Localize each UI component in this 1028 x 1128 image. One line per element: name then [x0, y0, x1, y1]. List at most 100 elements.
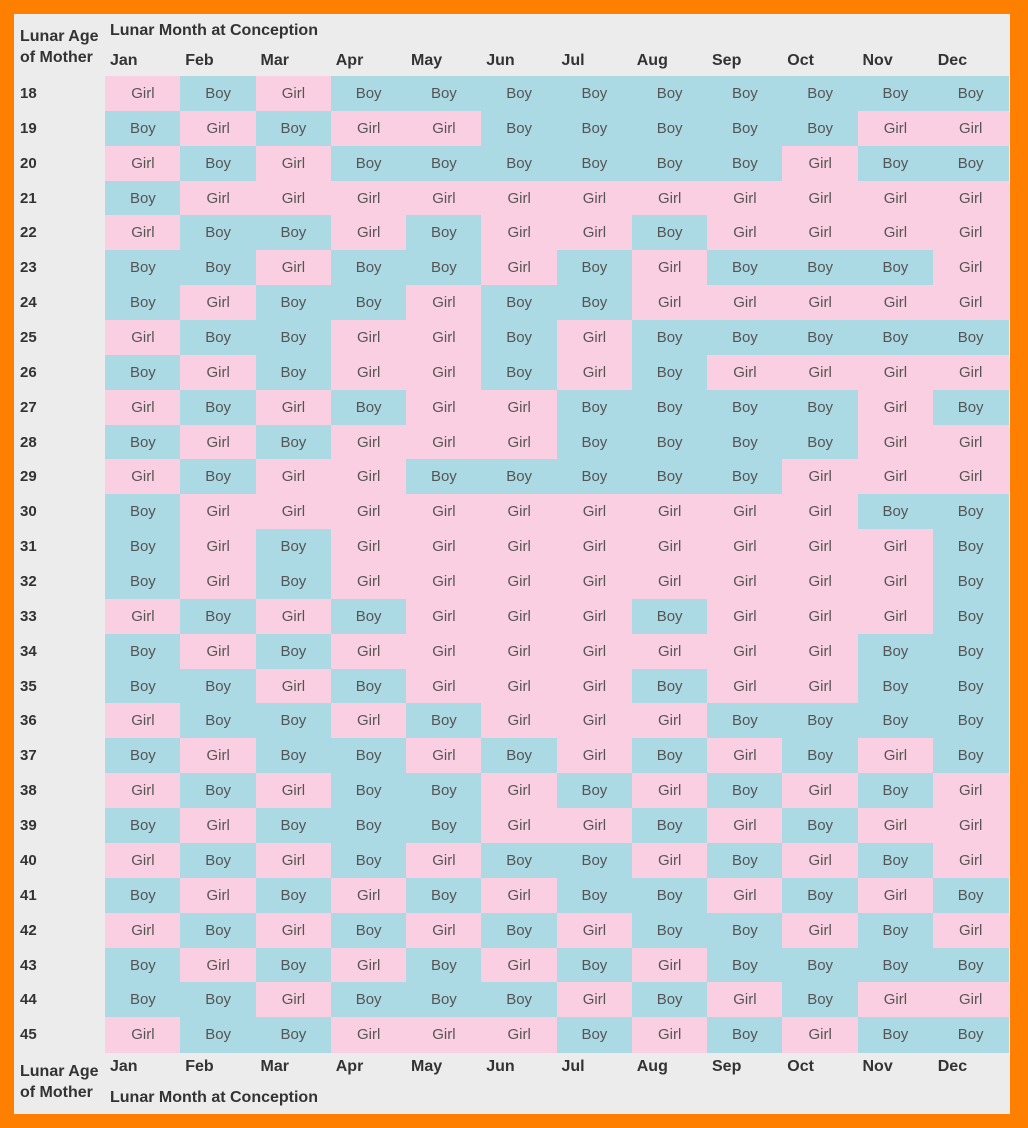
cell: Girl — [857, 110, 934, 147]
cell: Girl — [782, 529, 858, 565]
age-label: 32 — [20, 573, 37, 591]
cell: Girl — [631, 180, 708, 216]
cell: Girl — [556, 215, 633, 251]
cell: Boy — [707, 110, 783, 147]
cell: Girl — [932, 808, 1009, 844]
cell: Boy — [105, 529, 181, 565]
cell: Girl — [707, 529, 783, 565]
cell: Boy — [105, 250, 181, 286]
cell: Boy — [782, 110, 858, 147]
cell: Girl — [556, 320, 633, 356]
cell: Girl — [180, 110, 256, 147]
cell: Girl — [481, 668, 557, 704]
cell: Boy — [857, 703, 934, 739]
cell: Girl — [255, 842, 332, 879]
cell: Boy — [556, 947, 633, 983]
cell: Girl — [782, 842, 858, 879]
cell: Girl — [330, 215, 407, 251]
cell: Boy — [932, 389, 1009, 426]
cell: Boy — [932, 1017, 1009, 1053]
cell: Girl — [255, 389, 332, 426]
cell: Boy — [105, 877, 181, 914]
month-header: Dec — [937, 52, 968, 69]
cell: Girl — [707, 668, 783, 704]
chart-panel: Lunar Age of Mother Lunar Month at Conce… — [14, 14, 1010, 1114]
cell: Boy — [180, 668, 256, 704]
cell: Boy — [481, 285, 557, 321]
cell: Girl — [255, 145, 332, 182]
cell: Boy — [180, 250, 256, 286]
cell: Boy — [631, 76, 708, 112]
cell: Boy — [782, 982, 858, 1018]
cell: Girl — [556, 633, 633, 670]
cell: Boy — [631, 145, 708, 182]
cell: Girl — [406, 912, 482, 948]
age-label: 35 — [20, 677, 37, 695]
cell: Boy — [857, 773, 934, 809]
cell: Girl — [857, 215, 934, 251]
cell: Girl — [481, 773, 557, 809]
cell: Girl — [255, 76, 332, 112]
cell: Boy — [932, 76, 1009, 112]
cell: Boy — [707, 1017, 783, 1053]
cell: Boy — [782, 947, 858, 983]
month-header: Feb — [185, 52, 214, 69]
cell: Girl — [556, 598, 633, 635]
cell: Girl — [782, 912, 858, 948]
cell: Girl — [180, 354, 256, 391]
cell: Boy — [782, 808, 858, 844]
cell: Girl — [105, 76, 181, 112]
cell: Boy — [330, 285, 407, 321]
month-footer: Jan — [110, 1058, 138, 1075]
cell: Boy — [255, 633, 332, 670]
cell: Girl — [255, 982, 332, 1018]
cell: Boy — [180, 703, 256, 739]
cell: Girl — [556, 564, 633, 600]
cell: Girl — [406, 389, 482, 426]
cell: Girl — [857, 877, 934, 914]
cell: Girl — [707, 285, 783, 321]
cell: Boy — [105, 738, 181, 774]
cell: Girl — [406, 633, 482, 670]
cell: Boy — [180, 773, 256, 809]
cell: Boy — [857, 494, 934, 530]
age-label: 25 — [20, 329, 37, 347]
cell: Girl — [481, 424, 557, 460]
cell: Girl — [330, 1017, 407, 1053]
cell: Girl — [406, 494, 482, 530]
cell: Girl — [556, 808, 633, 844]
cell: Boy — [481, 842, 557, 879]
cell: Boy — [857, 842, 934, 879]
cell: Girl — [481, 877, 557, 914]
month-header: Oct — [787, 52, 814, 69]
month-header: May — [411, 52, 443, 69]
cell: Boy — [255, 110, 332, 147]
cell: Girl — [556, 668, 633, 704]
cell: Boy — [105, 947, 181, 983]
cell: Boy — [180, 842, 256, 879]
month-footer: May — [411, 1058, 443, 1075]
cell: Girl — [556, 529, 633, 565]
cell: Girl — [857, 180, 934, 216]
cell: Boy — [857, 668, 934, 704]
cell: Girl — [180, 633, 256, 670]
cell: Girl — [105, 1017, 181, 1053]
cell: Boy — [631, 459, 708, 495]
month-footer: Apr — [335, 1058, 364, 1075]
cell: Girl — [481, 250, 557, 286]
cell: Boy — [707, 773, 783, 809]
cell: Girl — [105, 842, 181, 879]
cell: Girl — [631, 285, 708, 321]
cell: Girl — [255, 459, 332, 495]
cell: Boy — [180, 1017, 256, 1053]
cell: Girl — [631, 947, 708, 983]
cell: Boy — [406, 145, 482, 182]
cell: Boy — [255, 808, 332, 844]
month-footer: Oct — [787, 1058, 814, 1075]
cell: Girl — [782, 145, 858, 182]
cell: Boy — [631, 912, 708, 948]
cell: Boy — [406, 982, 482, 1018]
age-label: 26 — [20, 363, 37, 381]
cell: Boy — [707, 842, 783, 879]
cell: Girl — [180, 564, 256, 600]
